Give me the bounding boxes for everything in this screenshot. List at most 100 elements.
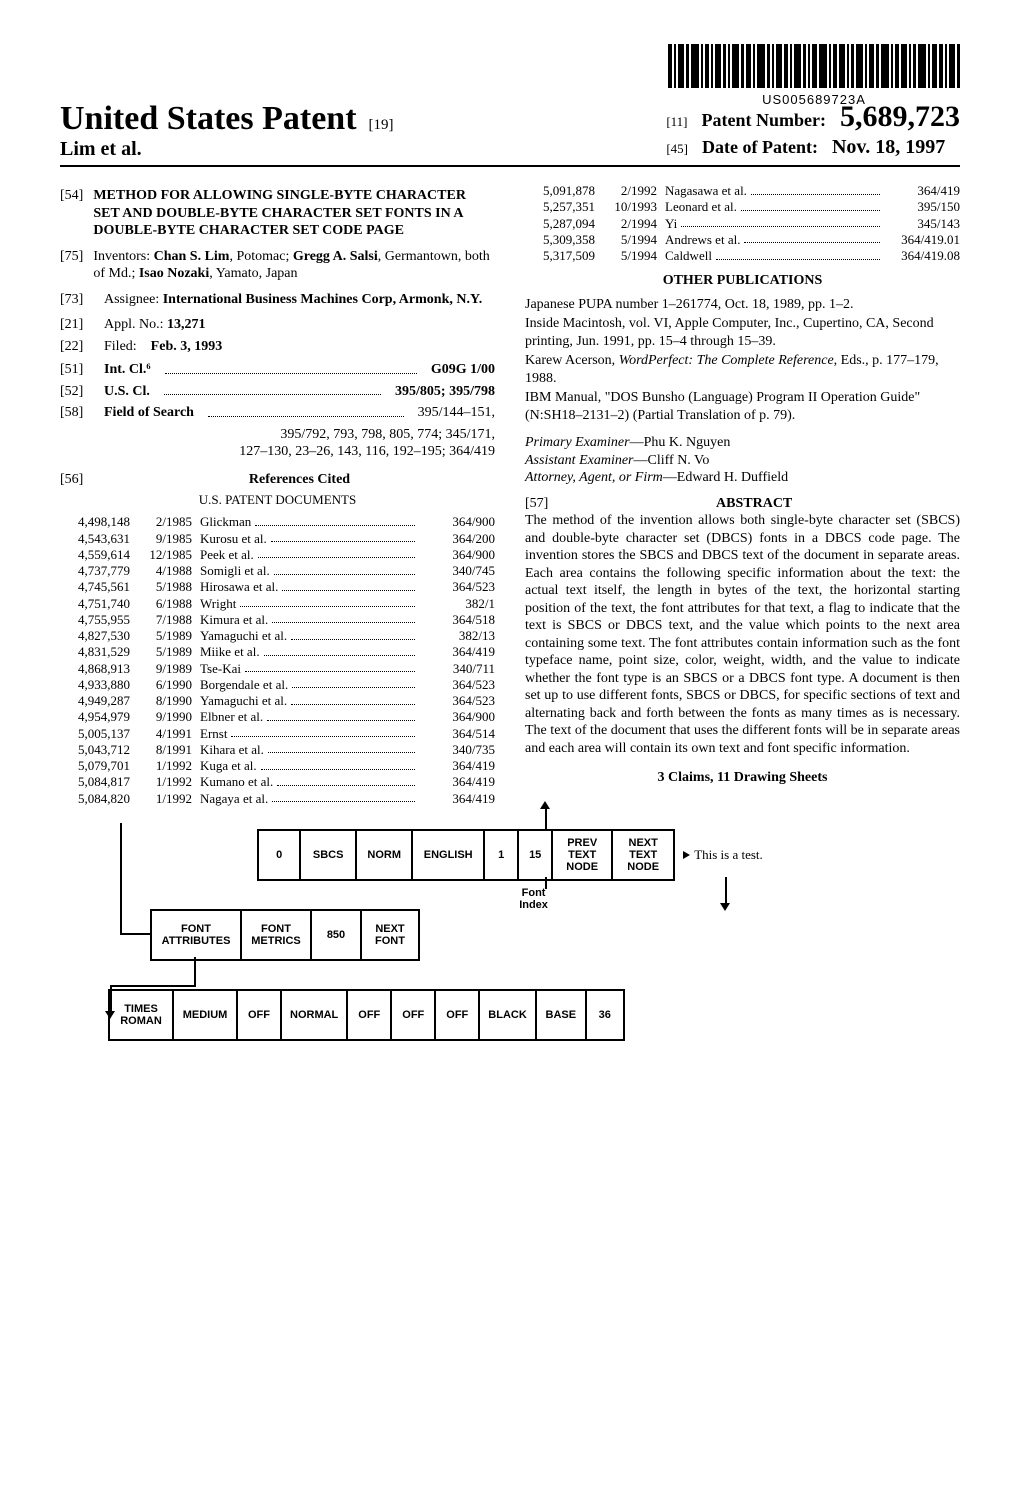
- b73: [73]: [60, 291, 94, 309]
- ref-date: 2/1992: [603, 183, 657, 199]
- ref-name: Hirosawa et al.: [200, 579, 419, 595]
- ref-date: 8/1991: [138, 742, 192, 758]
- dop-bracket: [45]: [666, 141, 688, 157]
- b75: [75]: [60, 248, 83, 283]
- ref-patnum: 5,005,137: [60, 726, 130, 742]
- ref-class: 364/419: [427, 758, 495, 774]
- refs-head: References Cited: [249, 472, 350, 487]
- diagram-cell: FONT ATTRIBUTES: [152, 911, 242, 959]
- diagram-cell: 15: [519, 831, 553, 879]
- ref-patnum: 4,755,955: [60, 612, 130, 628]
- dop-value: Nov. 18, 1997: [832, 136, 945, 159]
- ref-name: Ernst: [200, 726, 419, 742]
- dop-label: Date of Patent:: [702, 137, 818, 158]
- ref-row: 4,559,614 12/1985 Peek et al. 364/900: [60, 547, 495, 563]
- ref-name: Wright: [200, 596, 419, 612]
- authors: Lim et al.: [60, 138, 394, 161]
- ref-row: 4,868,913 9/1989 Tse-Kai 340/711: [60, 661, 495, 677]
- ref-name: Peek et al.: [200, 547, 419, 563]
- ref-date: 6/1988: [138, 596, 192, 612]
- appl-no: 13,271: [167, 317, 206, 332]
- ref-date: 5/1988: [138, 579, 192, 595]
- b21: [21]: [60, 316, 94, 334]
- diagram-row-3: TIMES ROMANMEDIUMOFFNORMALOFFOFFOFFBLACK…: [108, 989, 625, 1041]
- ref-row: 4,827,530 5/1989 Yamaguchi et al. 382/13: [60, 628, 495, 644]
- ref-class: 364/419: [427, 644, 495, 660]
- ref-patnum: 5,257,351: [525, 199, 595, 215]
- appl-label: Appl. No.:: [104, 317, 164, 332]
- ref-name: Yamaguchi et al.: [200, 628, 419, 644]
- ref-patnum: 4,954,979: [60, 709, 130, 725]
- ref-name: Kihara et al.: [200, 742, 419, 758]
- connector: [545, 877, 547, 889]
- ref-row: 5,043,712 8/1991 Kihara et al. 340/735: [60, 742, 495, 758]
- filed-date: Feb. 3, 1993: [151, 339, 223, 354]
- ref-patnum: 4,751,740: [60, 596, 130, 612]
- arrow-down-icon: [720, 903, 730, 911]
- ref-date: 6/1990: [138, 677, 192, 693]
- ref-class: 382/13: [427, 628, 495, 644]
- ref-class: 364/514: [427, 726, 495, 742]
- ref-class: 364/523: [427, 579, 495, 595]
- b22: [22]: [60, 338, 94, 356]
- diagram-cell: PREV TEXT NODE: [553, 831, 613, 879]
- ref-class: 364/900: [427, 514, 495, 530]
- ref-name: Elbner et al.: [200, 709, 419, 725]
- barcode-block: US005689723A: [668, 44, 960, 107]
- ref-row: 5,091,878 2/1992 Nagasawa et al. 364/419: [525, 183, 960, 199]
- diagram-cell: OFF: [238, 991, 282, 1039]
- diagram-row-2: FONT ATTRIBUTESFONT METRICS850NEXT FONT: [150, 909, 420, 961]
- ref-name: Glickman: [200, 514, 419, 530]
- usp-title: United States Patent: [60, 100, 357, 138]
- ref-patnum: 5,084,817: [60, 774, 130, 790]
- ref-class: 364/900: [427, 709, 495, 725]
- ref-name: Tse-Kai: [200, 661, 419, 677]
- diagram-cell: 0: [259, 831, 301, 879]
- ref-class: 340/735: [427, 742, 495, 758]
- ref-class: 364/419.08: [892, 248, 960, 264]
- ae-label: Assistant Examiner: [525, 453, 634, 468]
- ref-date: 8/1990: [138, 693, 192, 709]
- ref-row: 4,933,880 6/1990 Borgendale et al. 364/5…: [60, 677, 495, 693]
- b58: [58]: [60, 404, 94, 422]
- right-column: 5,091,878 2/1992 Nagasawa et al. 364/419…: [525, 183, 960, 807]
- intcl: G09G 1/00: [431, 361, 495, 379]
- left-column: [54] METHOD FOR ALLOWING SINGLE-BYTE CHA…: [60, 183, 495, 807]
- ref-date: 1/1992: [138, 791, 192, 807]
- ref-class: 364/523: [427, 677, 495, 693]
- ref-name: Yamaguchi et al.: [200, 693, 419, 709]
- ref-name: Kuga et al.: [200, 758, 419, 774]
- ref-row: 4,498,148 2/1985 Glickman 364/900: [60, 514, 495, 530]
- connector: [120, 823, 122, 933]
- diagram-cell: ENGLISH: [413, 831, 485, 879]
- ref-patnum: 4,737,779: [60, 563, 130, 579]
- diagram-cell: NEXT TEXT NODE: [613, 831, 673, 879]
- dotlead: [164, 383, 381, 396]
- header: United States Patent [19] Lim et al. [11…: [60, 98, 960, 167]
- diagram-row-2-wrap: FONT ATTRIBUTESFONT METRICS850NEXT FONT: [150, 909, 420, 961]
- ref-row: 5,317,509 5/1994 Caldwell 364/419.08: [525, 248, 960, 264]
- ref-row: 4,949,287 8/1990 Yamaguchi et al. 364/52…: [60, 693, 495, 709]
- uscl-label: U.S. Cl.: [104, 383, 150, 401]
- abstract: The method of the invention allows both …: [525, 512, 960, 757]
- ref-row: 5,309,358 5/1994 Andrews et al. 364/419.…: [525, 232, 960, 248]
- ref-patnum: 4,745,561: [60, 579, 130, 595]
- connector: [725, 877, 727, 905]
- ref-name: Nagasawa et al.: [665, 183, 884, 199]
- ref-name: Kimura et al.: [200, 612, 419, 628]
- other-pub-head: OTHER PUBLICATIONS: [525, 272, 960, 290]
- diagram-cell: 1: [485, 831, 519, 879]
- diagram-cell: NORMAL: [282, 991, 348, 1039]
- ref-row: 4,831,529 5/1989 Miike et al. 364/419: [60, 644, 495, 660]
- ref-date: 1/1992: [138, 774, 192, 790]
- diagram-cell: 36: [587, 991, 623, 1039]
- ref-date: 5/1989: [138, 628, 192, 644]
- diagram-cell: NEXT FONT: [362, 911, 418, 959]
- b52: [52]: [60, 383, 94, 401]
- ref-date: 12/1985: [138, 547, 192, 563]
- assignee-label: Assignee:: [104, 292, 159, 307]
- ref-patnum: 4,868,913: [60, 661, 130, 677]
- att-label: Attorney, Agent, or Firm: [525, 470, 663, 485]
- b54: [54]: [60, 187, 83, 240]
- ref-patnum: 5,309,358: [525, 232, 595, 248]
